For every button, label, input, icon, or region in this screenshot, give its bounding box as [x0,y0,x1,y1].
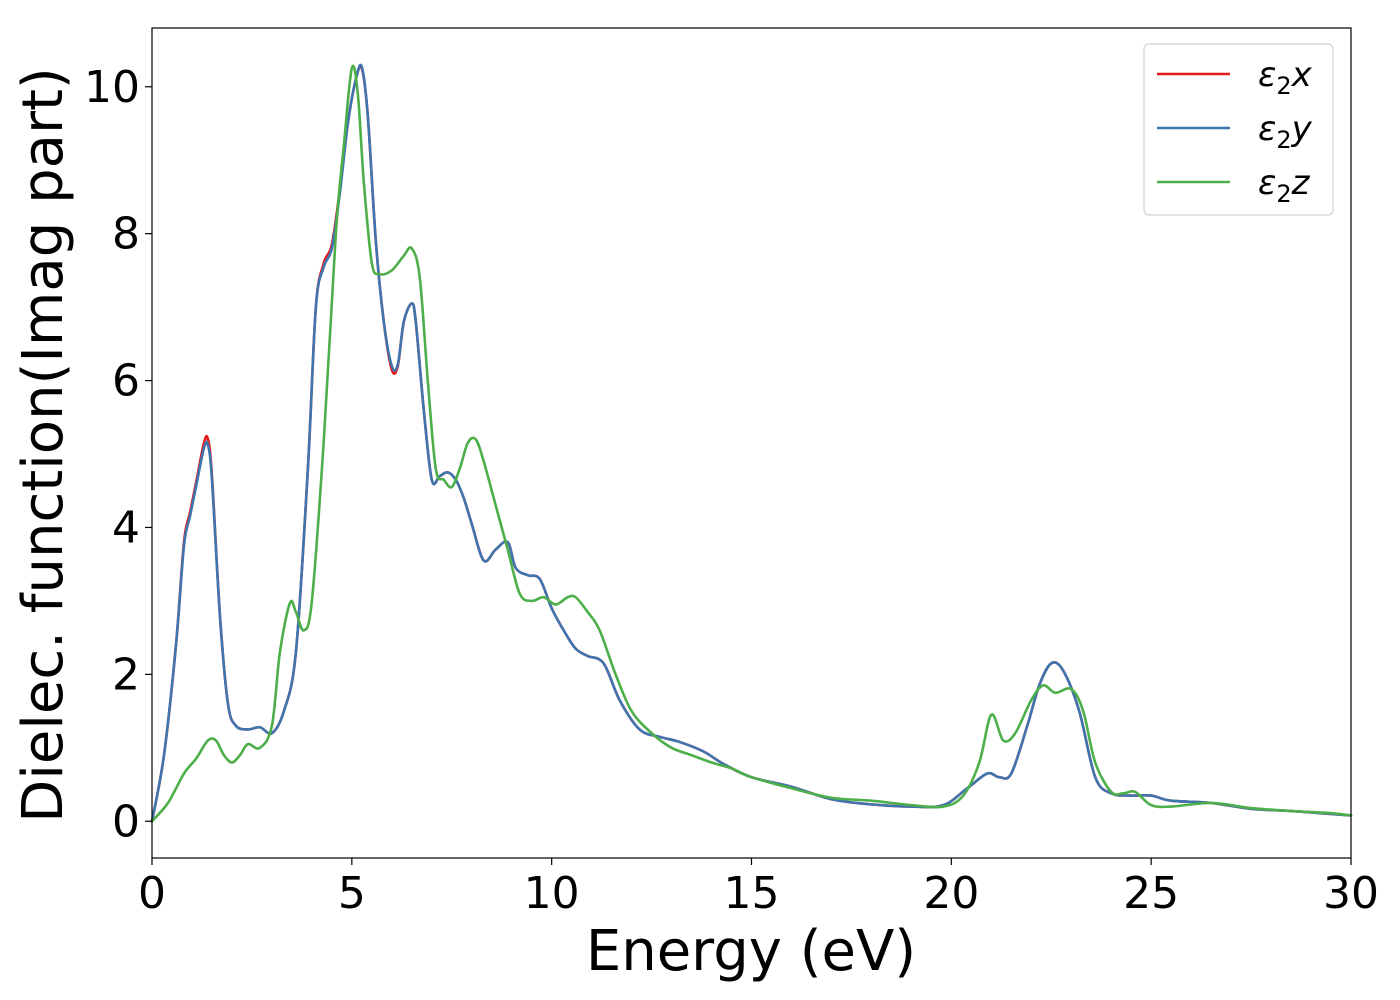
y-tick-label: 0 [112,796,140,847]
series-line-z [150,64,1353,823]
y-tick-label: 2 [112,649,140,700]
y-axis-label: Dielec. function(Imag part) [11,67,76,823]
x-tick-label: 15 [724,868,780,919]
x-axis-ticks: 0 5 10 15 20 25 30 [138,858,1379,919]
legend-label-z: ε2z [1258,163,1311,208]
y-tick-label: 4 [112,502,140,553]
legend-label-y: ε2y [1258,109,1313,154]
y-tick-label: 10 [84,62,140,113]
legend-box [1143,43,1334,216]
x-tick-label: 10 [524,868,580,919]
x-tick-label: 5 [338,868,366,919]
series-line-y [150,63,1353,823]
x-axis-label: Energy (eV) [586,919,916,984]
plot-lines [150,63,1353,823]
x-tick-label: 0 [138,868,166,919]
x-tick-label: 20 [923,868,979,919]
y-tick-label: 8 [112,209,140,260]
y-axis-ticks: 0 2 4 6 8 10 [84,62,152,847]
legend-label-x: ε2x [1258,55,1313,100]
x-tick-label: 30 [1323,868,1379,919]
y-tick-label: 6 [112,356,140,407]
legend: ε2x ε2y ε2z [1143,43,1334,216]
x-tick-label: 25 [1123,868,1179,919]
